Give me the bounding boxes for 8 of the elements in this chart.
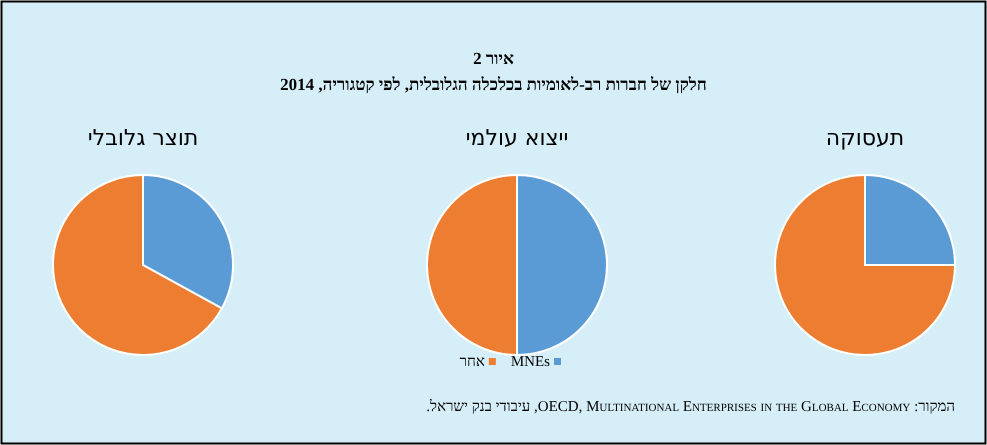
legend-label: MNEs [510,354,550,370]
panel-title: תעסוקה [826,126,904,151]
subtitle: חלקן של חברות רב-לאומיות בכלכלה הגלובלית, לפי קטגוריה, 2014 [280,75,707,94]
panel-title: תוצר גלובלי [88,126,198,151]
title: איור 2 [473,49,514,68]
panel-title: ייצוא עולמי [466,126,568,151]
annotation: המקור: OECD, Multinational Enterprises in the Global Economy, עיבודי בנק ישראל. [426,399,955,415]
legend-label: אחר [460,354,485,370]
